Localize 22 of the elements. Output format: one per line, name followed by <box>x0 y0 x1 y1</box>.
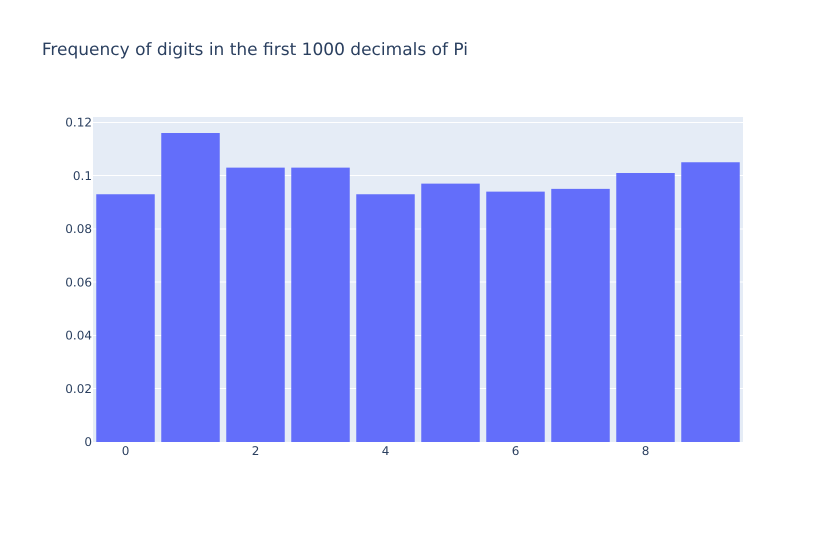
chart-title: Frequency of digits in the first 1000 decimals of Pi <box>42 40 468 60</box>
y-tick-label: 0.06 <box>65 275 92 290</box>
bar <box>356 194 415 442</box>
x-tick-label: 2 <box>252 444 260 458</box>
y-tick-label: 0.02 <box>65 382 92 396</box>
y-tick-label: 0.08 <box>65 222 92 236</box>
bar <box>616 172 675 442</box>
bar <box>421 184 480 442</box>
x-tick-label: 4 <box>382 444 390 458</box>
x-tick-label: 0 <box>122 444 130 458</box>
bar <box>226 168 285 442</box>
y-tick-label: 0.12 <box>65 116 92 130</box>
bar <box>486 192 545 442</box>
bar <box>291 168 350 442</box>
bar <box>161 132 220 442</box>
y-tick-label: 0.04 <box>65 328 92 343</box>
bar <box>551 188 610 442</box>
bar <box>681 162 740 442</box>
x-tick-label: 8 <box>642 444 650 458</box>
x-tick-label: 6 <box>512 444 520 458</box>
bar <box>96 194 155 442</box>
y-tick-label: 0.1 <box>72 168 92 183</box>
